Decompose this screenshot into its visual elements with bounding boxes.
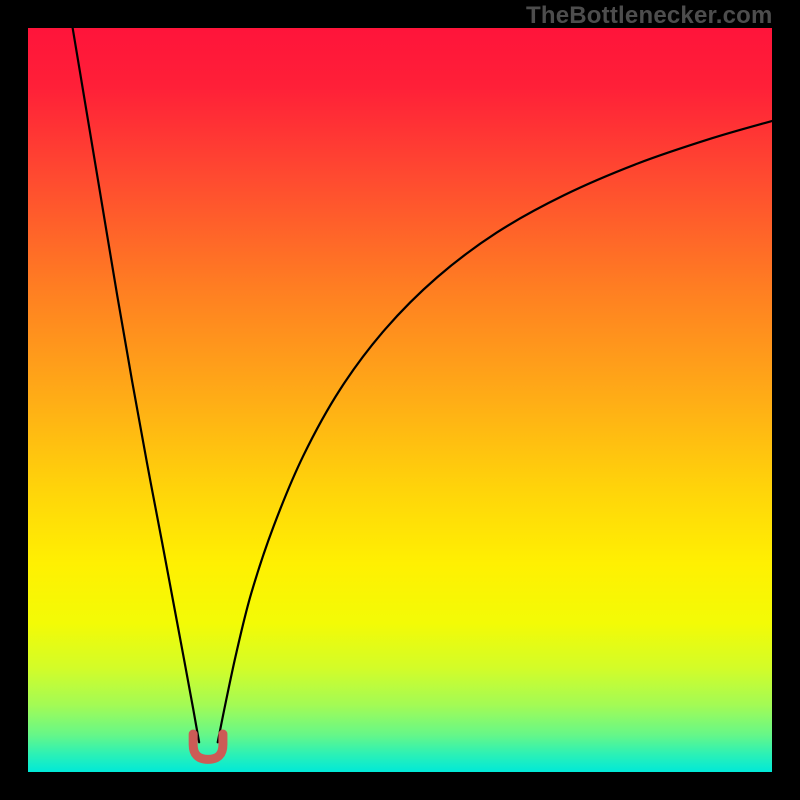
right-branch-curve (218, 121, 772, 742)
left-branch-curve (73, 28, 199, 742)
curve-layer (28, 28, 772, 772)
cusp-marker (193, 734, 223, 759)
watermark-text: TheBottlenecker.com (526, 2, 773, 30)
plot-area (28, 28, 772, 772)
chart-frame (28, 28, 772, 772)
